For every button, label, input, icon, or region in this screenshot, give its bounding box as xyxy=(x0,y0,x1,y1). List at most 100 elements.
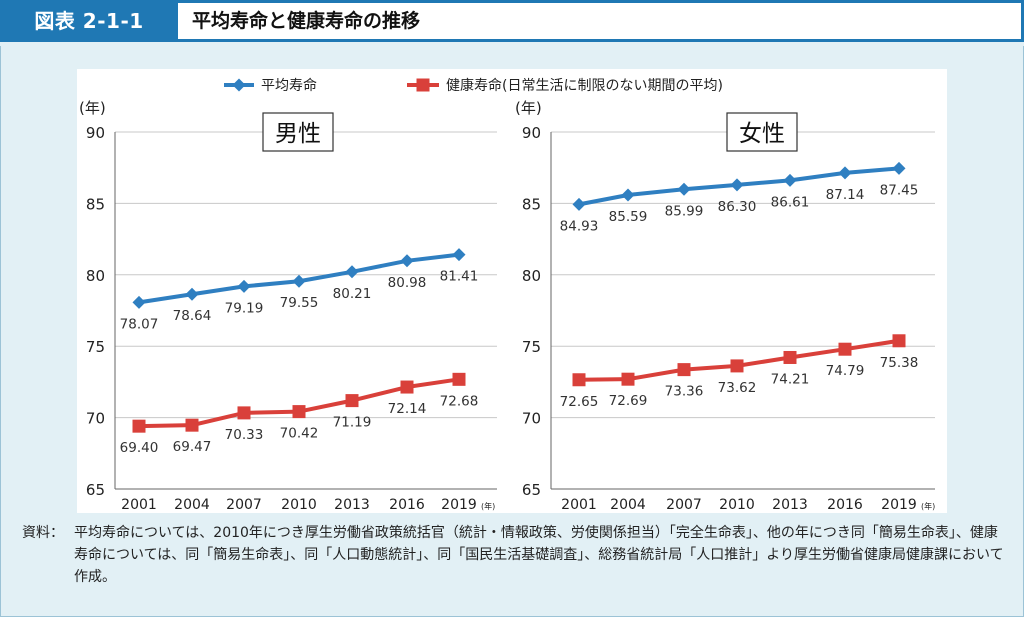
male-title: 男性 xyxy=(275,121,321,147)
female-avg-point xyxy=(838,166,852,180)
female-avg-point xyxy=(730,178,744,192)
male-y-tick-label: 65 xyxy=(86,481,105,499)
male-y-tick-label: 85 xyxy=(86,195,105,213)
female-healthy-point xyxy=(783,350,797,364)
female-avg-point xyxy=(892,161,906,175)
female-avg-point xyxy=(621,188,635,202)
female-y-tick-label: 65 xyxy=(522,481,541,499)
female-x-tick-label: 2004 xyxy=(610,497,646,513)
female-avg-point xyxy=(677,182,691,196)
female-healthy-point xyxy=(892,334,906,348)
male-y-unit-label: (年) xyxy=(79,99,106,117)
male-healthy-data-label: 72.14 xyxy=(388,401,427,417)
male-avg-point xyxy=(237,279,251,293)
female-y-tick-label: 90 xyxy=(522,124,541,142)
male-x-tick-label: 2001 xyxy=(121,497,157,513)
legend-avg-label: 平均寿命 xyxy=(261,77,317,94)
female-avg-data-label: 86.30 xyxy=(718,199,757,215)
female-healthy-point xyxy=(572,373,586,387)
male-y-tick-label: 80 xyxy=(86,267,105,285)
line-charts-svg: 平均寿命 健康寿命(日常生活に制限のない期間の平均) 65 70 75 80 85 90 (年)… xyxy=(79,77,935,513)
male-avg-point xyxy=(452,248,466,262)
male-healthy-data-label: 71.19 xyxy=(333,415,372,431)
male-x-tick-label: 2013 xyxy=(334,497,370,513)
male-healthy-point xyxy=(452,372,466,386)
female-healthy-data-label: 74.79 xyxy=(826,363,865,379)
male-avg-data-label: 79.19 xyxy=(225,300,264,316)
male-x-tick-label: 2007 xyxy=(226,497,262,513)
female-x-tick-label: 2016 xyxy=(827,497,863,513)
male-avg-point xyxy=(132,295,146,309)
male-healthy-data-label: 72.68 xyxy=(440,393,479,409)
male-y-tick-label: 90 xyxy=(86,124,105,142)
male-y-tick-label: 70 xyxy=(86,410,105,428)
male-avg-point xyxy=(185,287,199,301)
female-healthy-data-label: 74.21 xyxy=(771,371,810,387)
female-healthy-point xyxy=(621,372,635,386)
female-y-tick-label: 80 xyxy=(522,267,541,285)
female-x-tick-label: 2007 xyxy=(666,497,702,513)
female-healthy-data-label: 72.65 xyxy=(560,394,599,410)
female-x-tick-label: 2010 xyxy=(719,497,755,513)
female-avg-data-label: 85.59 xyxy=(609,209,648,225)
male-avg-data-label: 80.21 xyxy=(333,286,372,302)
legend-avg-marker xyxy=(232,78,246,92)
female-healthy-data-label: 73.62 xyxy=(718,380,757,396)
male-title-box xyxy=(262,112,334,152)
female-y-tick-label: 85 xyxy=(522,195,541,213)
male-healthy-point xyxy=(185,418,199,432)
male-healthy-data-label: 70.42 xyxy=(280,426,319,442)
male-healthy-data-label: 69.47 xyxy=(173,439,212,455)
female-title: 女性 xyxy=(739,121,785,147)
male-healthy-point xyxy=(345,394,359,408)
male-healthy-data-label: 69.40 xyxy=(120,440,159,456)
chart-panel: 平均寿命 健康寿命(日常生活に制限のない期間の平均) 65 70 75 80 85 90 (年)… xyxy=(77,69,947,513)
male-healthy-point xyxy=(132,419,146,433)
male-avg-point xyxy=(345,265,359,279)
source-note-label: 資料： xyxy=(22,525,64,541)
female-healthy-point xyxy=(730,359,744,373)
female-healthy-point xyxy=(677,363,691,377)
female-y-unit-label: (年) xyxy=(515,99,542,117)
male-avg-data-label: 78.07 xyxy=(120,316,159,332)
female-avg-data-label: 84.93 xyxy=(560,218,599,234)
male-avg-data-label: 78.64 xyxy=(173,308,212,324)
female-healthy-point xyxy=(838,342,852,356)
female-x-tick-label: 2013 xyxy=(772,497,808,513)
male-avg-data-label: 79.55 xyxy=(280,295,319,311)
source-note-text: 平均寿命については、2010年につき厚生労働省政策統括官（統計・情報政策、労使関… xyxy=(74,525,1004,585)
female-avg-data-label: 87.45 xyxy=(880,182,919,198)
male-x-tick-label: 2004 xyxy=(174,497,210,513)
legend-healthy-label: 健康寿命(日常生活に制限のない期間の平均) xyxy=(446,77,723,94)
male-healthy-point xyxy=(292,405,306,419)
female-avg-data-label: 86.61 xyxy=(771,194,810,210)
figure-number-badge: 図表 2-1-1 xyxy=(34,9,144,33)
female-title-box xyxy=(726,112,798,152)
male-x-tick-label: 2010 xyxy=(281,497,317,513)
male-avg-data-label: 80.98 xyxy=(388,275,427,291)
female-healthy-data-label: 73.36 xyxy=(665,384,704,400)
female-y-tick-label: 75 xyxy=(522,338,541,356)
female-avg-data-label: 85.99 xyxy=(665,203,704,219)
source-note: 資料： 平均寿命については、2010年につき厚生労働省政策統括官（統計・情報政策、… xyxy=(22,522,1007,588)
male-avg-point xyxy=(400,254,414,268)
male-healthy-point xyxy=(237,406,251,420)
female-x-tick-label: 2019 xyxy=(881,497,917,513)
female-healthy-data-label: 75.38 xyxy=(880,355,919,371)
female-y-tick-label: 70 xyxy=(522,410,541,428)
female-avg-data-label: 87.14 xyxy=(826,187,865,203)
male-healthy-data-label: 70.33 xyxy=(225,427,264,443)
male-x-tick-label: 2016 xyxy=(389,497,425,513)
male-y-tick-label: 75 xyxy=(86,338,105,356)
male-x-tick-label: 2019 xyxy=(441,497,477,513)
legend-healthy-marker xyxy=(416,78,430,92)
female-x-unit-label: (年) xyxy=(921,501,935,511)
figure-title: 平均寿命と健康寿命の推移 xyxy=(178,3,1021,39)
female-avg-point xyxy=(783,173,797,187)
male-avg-data-label: 81.41 xyxy=(440,269,479,285)
figure-header: 図表 2-1-1 平均寿命と健康寿命の推移 xyxy=(0,0,1024,42)
female-x-tick-label: 2001 xyxy=(561,497,597,513)
female-avg-point xyxy=(572,197,586,211)
male-avg-point xyxy=(292,274,306,288)
male-x-unit-label: (年) xyxy=(481,501,495,511)
